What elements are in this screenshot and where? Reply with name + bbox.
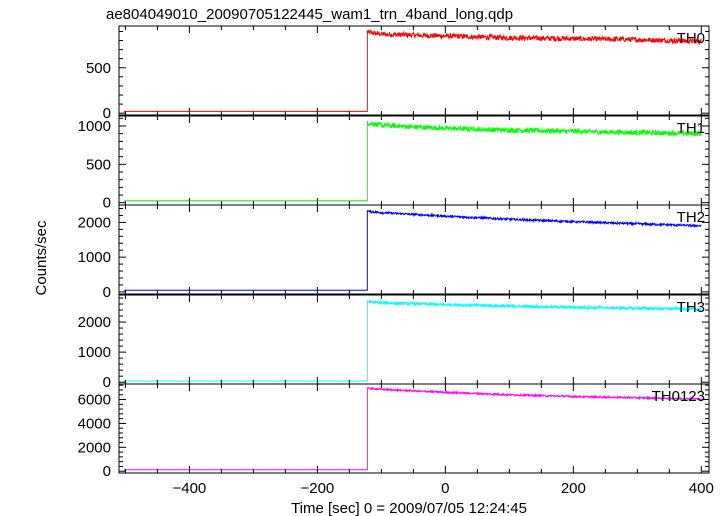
y-tick-label: 0: [103, 463, 111, 480]
y-tick-label: 500: [86, 60, 111, 77]
y-tick-label: 0: [103, 195, 111, 212]
y-tick-label: 1000: [78, 344, 111, 361]
series-line-th1: [124, 120, 702, 202]
y-tick-label: 0: [103, 374, 111, 391]
panel-frame-th2: [118, 204, 710, 295]
y-tick-label: 1000: [78, 118, 111, 135]
y-tick-label: 6000: [78, 392, 111, 409]
x-tick-label: 400: [689, 480, 714, 497]
y-tick-label: 1000: [78, 249, 111, 266]
series-line-th0: [124, 28, 702, 112]
y-axis-label: Counts/sec: [33, 220, 50, 296]
x-axis-label: Time [sec] 0 = 2009/07/05 12:24:45: [291, 500, 527, 516]
panel-label-th2: TH2: [677, 209, 705, 226]
series-line-th0123: [124, 386, 702, 471]
series-line-th2: [124, 209, 702, 291]
y-tick-label: 0: [103, 284, 111, 301]
y-tick-label: 2000: [78, 214, 111, 231]
x-tick-label: 0: [441, 480, 449, 497]
x-tick-label: −200: [300, 480, 334, 497]
panel-frame-th0: [118, 25, 710, 116]
panel-frame-th1: [118, 115, 710, 206]
series-line-th3: [124, 299, 702, 382]
panel-label-th3: TH3: [677, 299, 705, 316]
y-tick-label: 4000: [78, 415, 111, 432]
x-tick-label: −400: [172, 480, 206, 497]
x-tick-label: 200: [561, 480, 586, 497]
y-tick-label: 0: [103, 105, 111, 122]
y-tick-label: 2000: [78, 439, 111, 456]
panel-label-th0: TH0: [677, 30, 705, 47]
panel-label-th1: TH1: [677, 120, 705, 137]
panel-label-th0123: TH0123: [652, 388, 705, 405]
y-tick-label: 500: [86, 156, 111, 173]
chart-title: ae804049010_20090705122445_wam1_trn_4ban…: [106, 6, 513, 23]
y-tick-label: 2000: [78, 314, 111, 331]
